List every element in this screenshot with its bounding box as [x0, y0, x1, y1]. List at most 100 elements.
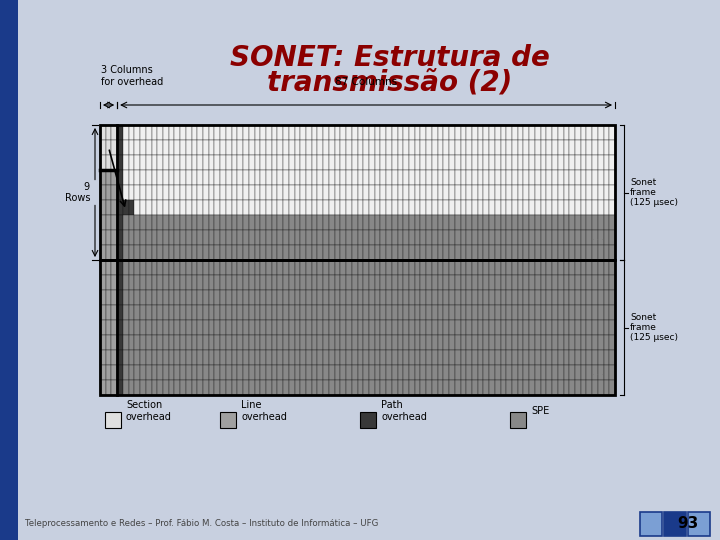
Bar [580, 245, 586, 260]
Bar [157, 350, 163, 365]
Bar [238, 155, 243, 170]
Bar [157, 260, 163, 275]
Bar [552, 185, 558, 200]
Bar [500, 170, 506, 185]
Bar [535, 245, 541, 260]
Bar [238, 260, 243, 275]
Bar [197, 155, 203, 170]
Bar [151, 125, 157, 140]
Bar [363, 305, 369, 320]
Bar [564, 125, 570, 140]
Bar [558, 245, 564, 260]
Bar [552, 260, 558, 275]
Bar [186, 380, 192, 395]
Bar [461, 155, 467, 170]
Bar [168, 350, 174, 365]
Bar [397, 140, 403, 155]
Bar [472, 320, 477, 335]
Bar [512, 365, 518, 380]
Bar [145, 185, 151, 200]
Bar [209, 215, 215, 230]
Bar [467, 140, 472, 155]
Bar [300, 275, 306, 290]
Bar [318, 350, 323, 365]
Bar [467, 365, 472, 380]
Bar [403, 245, 409, 260]
Bar [100, 230, 106, 245]
Bar [335, 155, 341, 170]
Bar [232, 140, 238, 155]
Bar [157, 365, 163, 380]
Bar [260, 260, 266, 275]
Bar [112, 335, 117, 350]
Bar [294, 260, 300, 275]
Bar [523, 305, 529, 320]
Bar [506, 260, 512, 275]
Bar [266, 200, 271, 215]
Bar [215, 125, 220, 140]
Bar [100, 215, 106, 230]
Bar [283, 290, 289, 305]
Bar [215, 140, 220, 155]
Bar [409, 380, 415, 395]
Bar [238, 365, 243, 380]
Bar [438, 200, 444, 215]
Bar [168, 155, 174, 170]
Bar [106, 230, 112, 245]
Bar [489, 365, 495, 380]
Bar [449, 155, 455, 170]
Bar [570, 125, 575, 140]
Bar [220, 200, 226, 215]
Bar [168, 320, 174, 335]
Bar [432, 245, 438, 260]
Bar [500, 215, 506, 230]
Bar [415, 335, 420, 350]
Bar [140, 125, 145, 140]
Bar [249, 350, 254, 365]
Bar [163, 230, 168, 245]
Bar [444, 140, 449, 155]
Bar [163, 335, 168, 350]
Text: SPE: SPE [531, 406, 549, 416]
Bar [329, 320, 335, 335]
Bar [363, 125, 369, 140]
Bar [529, 215, 535, 230]
Bar [289, 170, 294, 185]
Bar [271, 365, 277, 380]
Bar [352, 170, 358, 185]
Bar [363, 320, 369, 335]
Bar [335, 215, 341, 230]
Bar [140, 155, 145, 170]
Bar [289, 365, 294, 380]
Bar [392, 365, 397, 380]
Bar [603, 185, 609, 200]
Bar [312, 305, 318, 320]
Bar [495, 335, 500, 350]
Bar [192, 335, 197, 350]
Bar [483, 260, 489, 275]
Bar [580, 125, 586, 140]
Bar [580, 335, 586, 350]
Bar [598, 215, 603, 230]
Bar [518, 305, 523, 320]
Bar [380, 170, 386, 185]
Bar [426, 275, 432, 290]
Bar [243, 215, 249, 230]
Bar [438, 380, 444, 395]
Bar [106, 290, 112, 305]
Bar [564, 350, 570, 365]
Bar [500, 200, 506, 215]
Bar [603, 305, 609, 320]
Bar [209, 185, 215, 200]
Bar [106, 305, 112, 320]
Bar [100, 125, 615, 260]
Bar [500, 185, 506, 200]
Bar [358, 185, 363, 200]
Bar [243, 335, 249, 350]
Bar [570, 305, 575, 320]
Bar [455, 185, 461, 200]
Bar [420, 245, 426, 260]
Bar [598, 200, 603, 215]
Bar [323, 200, 329, 215]
Bar [586, 350, 592, 365]
